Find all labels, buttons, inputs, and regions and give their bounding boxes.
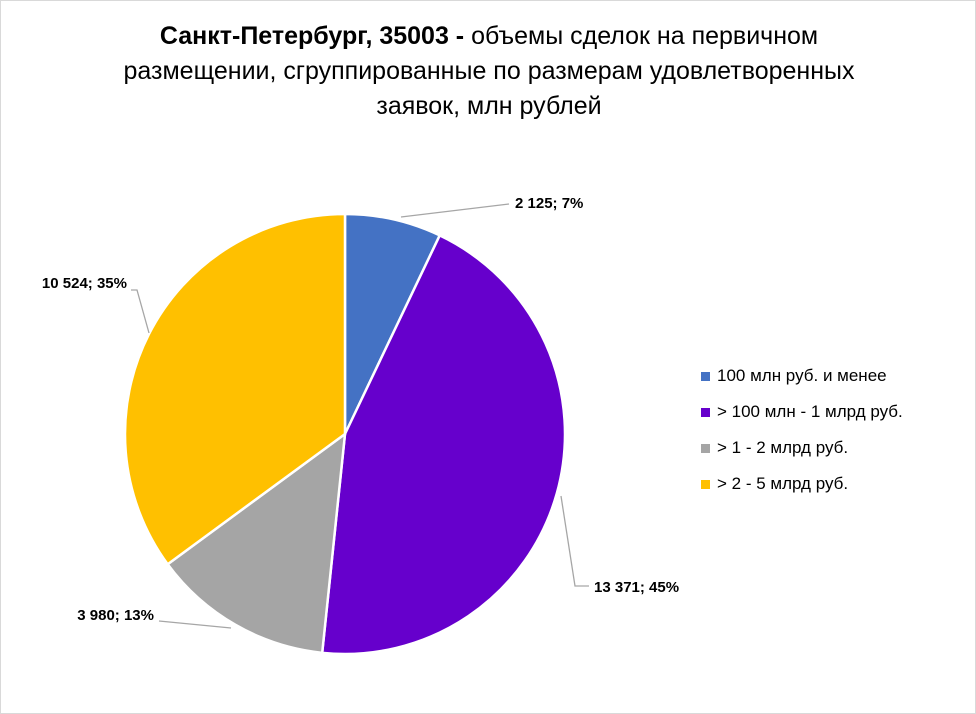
legend-item: 100 млн руб. и менее bbox=[701, 366, 903, 385]
chart-title-bold: Санкт-Петербург, 35003 - bbox=[159, 22, 465, 50]
data-label: 13 371; 45% bbox=[594, 579, 679, 596]
pie-slices bbox=[123, 212, 567, 656]
leader-lines bbox=[131, 203, 589, 629]
legend-label: 100 млн руб. и менее bbox=[717, 366, 887, 385]
legend-swatch bbox=[701, 371, 710, 381]
pie-slice bbox=[123, 212, 347, 566]
data-label: 2 125; 7% bbox=[515, 195, 583, 212]
legend-swatch bbox=[701, 479, 710, 489]
leader-line bbox=[400, 203, 510, 218]
data-label: 10 524; 35% bbox=[42, 275, 127, 292]
legend-swatch bbox=[701, 443, 710, 453]
leader-line bbox=[158, 620, 232, 629]
legend-swatch bbox=[701, 407, 710, 417]
legend-item: > 1 - 2 млрд руб. bbox=[701, 438, 903, 457]
pie-slice bbox=[165, 431, 347, 655]
legend-label: > 1 - 2 млрд руб. bbox=[717, 438, 849, 457]
data-label: 3 980; 13% bbox=[77, 607, 154, 624]
chart-title-rest: объемы сделок на первичном размещении, с… bbox=[123, 22, 855, 120]
legend-label: > 2 - 5 млрд руб. bbox=[717, 474, 849, 493]
legend-label: > 100 млн - 1 млрд руб. bbox=[717, 402, 903, 421]
leader-line bbox=[131, 289, 150, 334]
leader-line bbox=[560, 495, 589, 587]
pie-slice bbox=[320, 233, 567, 656]
legend: 100 млн руб. и менее > 100 млн - 1 млрд … bbox=[701, 366, 903, 511]
data-labels: 2 125; 7% 13 371; 45% 3 980; 13% 10 524; 35… bbox=[42, 195, 679, 624]
chart-title: Санкт-Петербург, 35003 - объемы сделок н… bbox=[101, 19, 877, 124]
legend-item: > 100 млн - 1 млрд руб. bbox=[701, 402, 903, 421]
legend-item: > 2 - 5 млрд руб. bbox=[701, 474, 903, 493]
